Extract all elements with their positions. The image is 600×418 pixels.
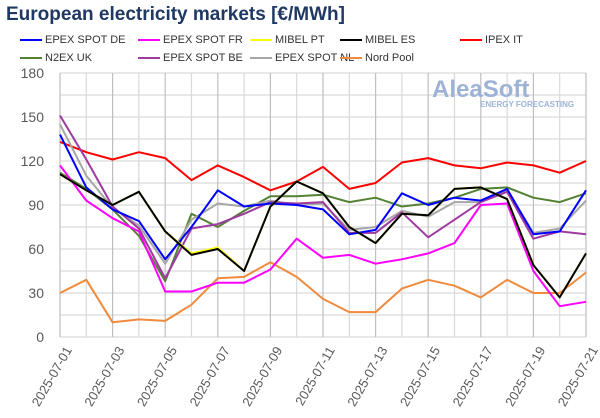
legend-label: EPEX SPOT BE (163, 52, 243, 64)
x-tick-label: 2025-07-13 (344, 344, 390, 409)
legend-label: MIBEL PT (275, 34, 325, 46)
series-line-epex-spot-fr (59, 164, 587, 308)
legend-item: MIBEL ES (340, 34, 415, 46)
legend-item: IPEX IT (460, 34, 523, 46)
legend-label: N2EX UK (45, 52, 93, 64)
legend-item: EPEX SPOT BE (138, 52, 243, 64)
legend-swatch (340, 39, 362, 41)
legend-item: EPEX SPOT FR (138, 34, 243, 46)
legend-swatch (138, 39, 160, 41)
legend-swatch (250, 57, 272, 59)
y-tick-label: 90 (28, 197, 44, 213)
logo-tagline: ENERGY FORECASTING (480, 100, 575, 109)
legend-swatch (138, 57, 160, 59)
legend-swatch (250, 39, 272, 41)
x-tick-label: 2025-07-11 (292, 344, 338, 408)
legend-item: EPEX SPOT NL (250, 52, 354, 64)
legend-label: EPEX SPOT FR (163, 34, 243, 46)
legend-item: MIBEL PT (250, 34, 325, 46)
legend-swatch (20, 57, 42, 59)
series-line-nord-pool (59, 261, 587, 324)
x-tick-label: 2025-07-21 (555, 344, 600, 409)
x-tick-label: 2025-07-19 (502, 344, 548, 409)
legend-item: EPEX SPOT DE (20, 34, 126, 46)
x-tick-label: 2025-07-01 (29, 344, 75, 409)
series-line-epex-spot-de (59, 134, 587, 261)
y-tick-label: 30 (28, 285, 44, 301)
y-tick-label: 120 (21, 153, 45, 169)
x-tick-label: 2025-07-03 (81, 344, 127, 409)
chart-title: European electricity markets [€/MWh] (6, 4, 345, 25)
y-tick-label: 0 (36, 329, 44, 345)
legend-label: IPEX IT (485, 34, 523, 46)
logo-name: AleaSoft (432, 76, 530, 103)
x-tick-label: 2025-07-09 (239, 344, 285, 409)
legend-swatch (460, 39, 482, 41)
series-line-ipex-it (59, 140, 587, 192)
legend-swatch (340, 57, 362, 59)
series-line-mibel-es (59, 173, 587, 299)
legend-swatch (20, 39, 42, 41)
legend-item: Nord Pool (340, 52, 414, 64)
x-tick-label: 2025-07-05 (134, 344, 180, 409)
aleasoft-logo: AleaSoft ENERGY FORECASTING (432, 76, 574, 109)
legend-label: EPEX SPOT NL (275, 52, 355, 64)
legend-label: MIBEL ES (365, 34, 416, 46)
y-tick-label: 60 (28, 241, 44, 257)
legend-label: EPEX SPOT DE (45, 34, 126, 46)
x-tick-label: 2025-07-07 (186, 344, 232, 409)
y-tick-label: 150 (21, 109, 45, 125)
x-tick-label: 2025-07-17 (449, 344, 495, 409)
legend-item: N2EX UK (20, 52, 92, 64)
x-tick-label: 2025-07-15 (397, 344, 443, 409)
legend-label: Nord Pool (365, 52, 414, 64)
y-tick-label: 180 (21, 65, 45, 81)
